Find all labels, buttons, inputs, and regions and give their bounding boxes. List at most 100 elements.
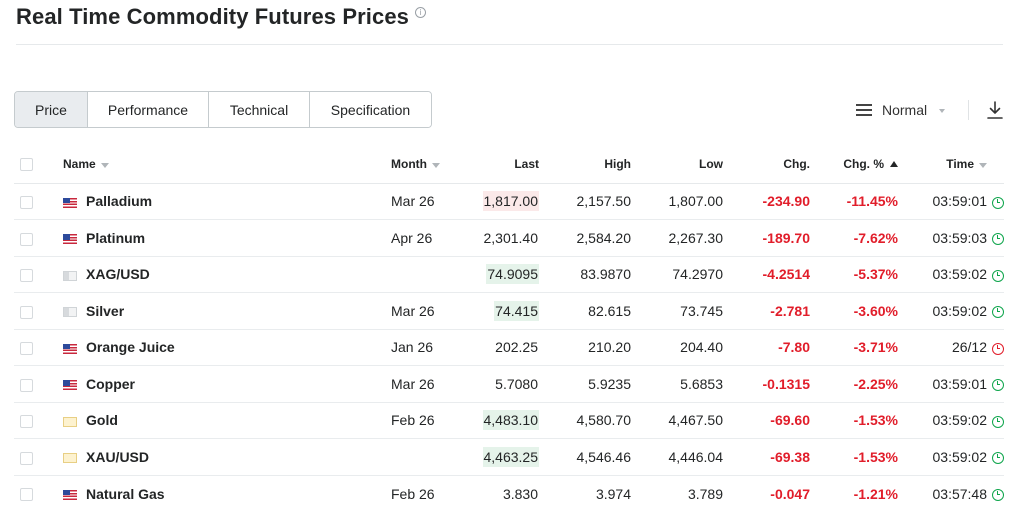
table-row[interactable]: XAG/USD 74.9095 83.9870 74.2970 -4.2514 -5.37… [14, 256, 1004, 293]
col-header-month[interactable]: Month [377, 146, 462, 184]
col-header-chg-pct[interactable]: Chg. % [810, 146, 898, 184]
clock-icon [992, 488, 1004, 501]
table-row[interactable]: Platinum Apr 26 2,301.40 2,584.20 2,267.30 -1… [14, 219, 1004, 257]
page-title: Real Time Commodity Futures Prices i [16, 4, 426, 30]
month-cell: Mar 26 [377, 292, 462, 330]
month-cell [377, 256, 462, 293]
high-cell: 83.9870 [539, 256, 631, 293]
change-cell: -234.90 [723, 183, 810, 220]
last-price-cell: 202.25 [495, 339, 538, 356]
table-row[interactable]: Palladium Mar 26 1,817.00 2,157.50 1,807.00-… [14, 183, 1004, 220]
table-row[interactable]: Copper Mar 26 5.7080 5.9235 5.6853 -0.1315 -2.… [14, 365, 1004, 403]
col-header-chg[interactable]: Chg. [723, 146, 810, 184]
col-header-high[interactable]: High [539, 146, 631, 184]
low-cell: 73.745 [631, 292, 723, 330]
change-cell: -69.38 [723, 438, 810, 476]
commodity-name-link[interactable]: Orange Juice [86, 339, 175, 356]
col-header-low[interactable]: Low [631, 146, 723, 184]
chevron-down-icon [939, 109, 946, 113]
month-cell [377, 438, 462, 476]
flag-icon [63, 270, 77, 281]
tab-specification[interactable]: Specification [310, 92, 431, 127]
high-cell: 2,157.50 [539, 183, 631, 220]
high-cell: 82.615 [539, 292, 631, 330]
change-cell: -0.047 [770, 485, 810, 502]
last-price-cell: 74.415 [494, 300, 539, 321]
clock-icon [992, 452, 1004, 465]
row-checkbox[interactable] [20, 305, 33, 319]
table-row[interactable]: Natural Gas Feb 26 3.830 3.974 3.789 -0.047 -1… [14, 475, 1004, 507]
page-title-text: Real Time Commodity Futures Prices [16, 4, 409, 29]
row-checkbox[interactable] [20, 488, 33, 502]
commodity-name-link[interactable]: Silver [86, 302, 125, 319]
low-cell: 3.789 [687, 485, 723, 502]
last-price-cell: 4,463.25 [482, 446, 539, 467]
table-row[interactable]: XAU/USD 4,463.25 4,546.46 4,446.04 -69.38 -1.… [14, 438, 1004, 476]
low-cell: 4,446.04 [631, 438, 723, 476]
select-all-checkbox[interactable] [20, 158, 33, 172]
time-cell: 03:59:03 [898, 219, 987, 257]
view-mode-dropdown[interactable]: Normal [856, 100, 946, 120]
table-row[interactable]: Silver Mar 26 74.415 82.615 73.745 -2.781 -3.6… [14, 292, 1004, 330]
commodity-name-link[interactable]: Natural Gas [86, 485, 165, 502]
change-cell: -0.1315 [723, 365, 810, 403]
commodity-name-link[interactable]: XAU/USD [86, 448, 150, 465]
low-cell: 4,467.50 [631, 402, 723, 439]
month-cell: Feb 26 [377, 402, 462, 439]
high-cell: 210.20 [539, 329, 631, 366]
time-cell: 03:59:02 [898, 292, 987, 330]
month-cell: Mar 26 [377, 183, 462, 220]
time-cell: 03:59:01 [898, 183, 987, 220]
hamburger-icon [856, 104, 872, 116]
low-cell: 204.40 [631, 329, 723, 366]
row-checkbox[interactable] [20, 342, 33, 356]
clock-icon [992, 379, 1004, 392]
row-checkbox[interactable] [20, 232, 33, 246]
commodity-name-link[interactable]: Gold [86, 412, 118, 429]
last-price-cell: 4,483.10 [482, 410, 539, 431]
download-icon[interactable] [986, 100, 1004, 120]
change-pct-cell: -7.62% [810, 219, 898, 257]
col-header-time[interactable]: Time [898, 146, 987, 184]
tab-group: Price Performance Technical Specificatio… [14, 91, 432, 128]
tab-price[interactable]: Price [15, 92, 88, 127]
change-cell: -189.70 [723, 219, 810, 257]
change-cell: -7.80 [723, 329, 810, 366]
high-cell: 2,584.20 [539, 219, 631, 257]
change-pct-cell: -11.45% [810, 183, 898, 220]
table-header-row: Name Month Last High Low Chg. Chg. % Tim… [14, 146, 1004, 184]
table-row[interactable]: Gold Feb 26 4,483.10 4,580.70 4,467.50 -69.60… [14, 402, 1004, 439]
time-cell: 26/12 [898, 329, 987, 366]
flag-icon [63, 489, 77, 500]
commodity-name-link[interactable]: Palladium [86, 193, 153, 210]
commodities-table: Name Month Last High Low Chg. Chg. % Tim… [14, 146, 1004, 507]
high-cell: 5.9235 [539, 365, 631, 403]
table-row[interactable]: Orange Juice Jan 26 202.25 210.20 204.40 -7.8… [14, 329, 1004, 366]
commodity-name-link[interactable]: XAG/USD [86, 266, 150, 283]
col-header-name[interactable]: Name [49, 146, 377, 184]
row-checkbox[interactable] [20, 269, 33, 283]
time-cell: 03:59:02 [898, 402, 987, 439]
sort-caret-icon [431, 162, 440, 168]
clock-icon [992, 269, 1004, 282]
row-checkbox[interactable] [20, 415, 33, 429]
low-cell: 1,807.00 [631, 183, 723, 220]
commodity-name-link[interactable]: Copper [86, 375, 135, 392]
flag-icon [63, 453, 77, 464]
change-cell: -4.2514 [723, 256, 810, 293]
flag-icon [63, 234, 77, 245]
last-price-cell: 5.7080 [495, 375, 538, 392]
col-header-last[interactable]: Last [462, 146, 539, 184]
row-checkbox[interactable] [20, 451, 33, 465]
row-checkbox[interactable] [20, 378, 33, 392]
flag-icon [63, 197, 77, 208]
tab-performance[interactable]: Performance [88, 92, 209, 127]
flag-icon [63, 380, 77, 391]
commodity-name-link[interactable]: Platinum [86, 229, 146, 246]
tab-technical[interactable]: Technical [209, 92, 310, 127]
change-pct-cell: -5.37% [810, 256, 898, 293]
time-cell: 03:59:02 [898, 438, 987, 476]
row-checkbox[interactable] [20, 196, 33, 210]
low-cell: 5.6853 [631, 365, 723, 403]
info-circle-icon[interactable]: i [415, 7, 426, 18]
